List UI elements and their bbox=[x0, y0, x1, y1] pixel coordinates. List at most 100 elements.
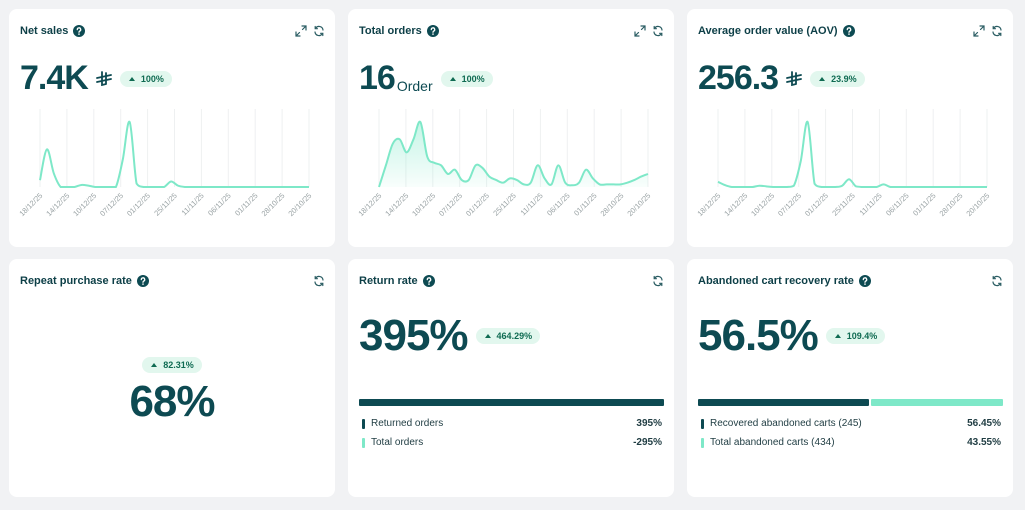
x-tick-label: 10/12/25 bbox=[71, 191, 98, 218]
change-badge: 109.4% bbox=[825, 328, 886, 344]
legend-marker bbox=[701, 437, 704, 448]
sparkline: 18/12/25 14/12/25 10/12/25 07/12/25 01/12/25… bbox=[17, 109, 313, 218]
card-actions bbox=[295, 25, 325, 37]
value-row: 395% 464.29% bbox=[359, 311, 541, 361]
x-tick-label: 07/12/25 bbox=[437, 191, 464, 218]
card-actions bbox=[973, 25, 1003, 37]
big-value: 56.5% bbox=[698, 311, 819, 360]
card-actions bbox=[991, 275, 1003, 287]
card-title: Return rate bbox=[359, 275, 435, 287]
x-tick-label: 06/11/25 bbox=[206, 191, 233, 218]
card-title: Net sales bbox=[20, 25, 86, 37]
progress-bar bbox=[698, 399, 1003, 406]
help-icon bbox=[73, 25, 86, 37]
change-value: 464.29% bbox=[496, 331, 533, 341]
change-badge: 464.29% bbox=[475, 328, 541, 344]
bar-segment bbox=[359, 399, 664, 406]
legend-label: Returned orders bbox=[371, 418, 444, 429]
up-arrow bbox=[484, 334, 491, 338]
big-value: 256.3 bbox=[698, 59, 779, 97]
up-arrow bbox=[819, 76, 826, 81]
legend-row: Total orders -295% bbox=[362, 437, 662, 448]
legend-marker bbox=[362, 437, 365, 448]
x-tick-label: 11/11/25 bbox=[858, 191, 884, 217]
help-icon bbox=[136, 275, 149, 287]
x-tick-label: 28/10/25 bbox=[938, 191, 965, 218]
refresh-button[interactable] bbox=[652, 275, 664, 287]
value-row: 7.4K 100% bbox=[20, 59, 172, 98]
x-tick-label: 01/12/25 bbox=[125, 191, 152, 218]
change-value: 109.4% bbox=[846, 331, 878, 341]
change-value: 23.9% bbox=[831, 73, 857, 84]
refresh-button[interactable] bbox=[313, 275, 325, 287]
title-text: Total orders bbox=[359, 25, 422, 37]
help-icon bbox=[842, 25, 855, 37]
refresh-button[interactable] bbox=[991, 25, 1003, 37]
x-tick-label: 01/12/25 bbox=[803, 191, 830, 218]
refresh-button[interactable] bbox=[652, 25, 664, 37]
big-value: 68% bbox=[129, 377, 215, 426]
change-badge: 100% bbox=[119, 70, 172, 87]
value-row: 256.3 23.9% bbox=[698, 59, 865, 98]
card: Return rate 395% 464.29% Returned orders 395… bbox=[348, 259, 674, 497]
card: Total orders 16 Order 100% 18/12/25 14/12/25 1… bbox=[348, 9, 674, 247]
up-arrow bbox=[449, 76, 456, 81]
card-actions bbox=[313, 275, 325, 287]
x-tick-label: 10/12/25 bbox=[410, 191, 437, 218]
x-tick-label: 01/12/25 bbox=[464, 191, 491, 218]
card-title: Average order value (AOV) bbox=[698, 25, 855, 37]
legend-marker bbox=[362, 418, 365, 429]
big-value: 7.4K bbox=[20, 59, 89, 97]
x-tick-label: 11/11/25 bbox=[519, 191, 545, 217]
expand-button[interactable] bbox=[295, 25, 307, 37]
expand-button[interactable] bbox=[973, 25, 985, 37]
change-value: 100% bbox=[140, 73, 164, 84]
legend-marker bbox=[701, 418, 704, 429]
title-text: Net sales bbox=[20, 25, 69, 37]
legend-label: Total abandoned carts (434) bbox=[710, 437, 835, 448]
title-text: Repeat purchase rate bbox=[20, 275, 132, 287]
change-value: 100% bbox=[461, 73, 485, 84]
change-badge: 23.9% bbox=[810, 70, 865, 87]
legend-label: Total orders bbox=[371, 437, 424, 448]
big-value: 395% bbox=[359, 311, 469, 360]
x-tick-label: 18/12/25 bbox=[356, 191, 383, 218]
change-value: 82.31% bbox=[163, 360, 194, 370]
x-tick-label: 20/10/25 bbox=[625, 191, 652, 218]
x-tick-label: 25/11/25 bbox=[152, 191, 179, 218]
legend-row: Returned orders 395% bbox=[362, 418, 662, 429]
x-tick-label: 06/11/25 bbox=[545, 191, 572, 218]
help-icon bbox=[858, 275, 871, 287]
x-tick-label: 01/11/25 bbox=[233, 191, 260, 218]
legend-value: 43.55% bbox=[967, 437, 1001, 448]
x-tick-label: 07/12/25 bbox=[776, 191, 803, 218]
legend-row: Recovered abandoned carts (245) 56.45% bbox=[701, 418, 1001, 429]
x-tick-label: 20/10/25 bbox=[964, 191, 991, 218]
sparkline-line bbox=[717, 120, 987, 188]
change-badge: 100% bbox=[440, 70, 493, 87]
title-text: Average order value (AOV) bbox=[698, 25, 838, 37]
x-tick-label: 14/12/25 bbox=[722, 191, 749, 218]
sparkline-area bbox=[379, 121, 648, 187]
title-text: Abandoned cart recovery rate bbox=[698, 275, 854, 287]
refresh-button[interactable] bbox=[313, 25, 325, 37]
expand-button[interactable] bbox=[634, 25, 646, 37]
x-tick-label: 25/11/25 bbox=[830, 191, 857, 218]
up-arrow bbox=[128, 76, 135, 81]
value-row: 16 Order 100% bbox=[359, 59, 493, 98]
x-tick-label: 01/11/25 bbox=[911, 191, 938, 218]
x-tick-label: 28/10/25 bbox=[260, 191, 287, 218]
sparkline-line bbox=[39, 120, 309, 188]
refresh-button[interactable] bbox=[991, 275, 1003, 287]
sparkline: 18/12/25 14/12/25 10/12/25 07/12/25 01/12/25… bbox=[695, 109, 991, 218]
card: Abandoned cart recovery rate 56.5% 109.4% R… bbox=[687, 259, 1013, 497]
bar-segment bbox=[871, 399, 1003, 406]
up-arrow bbox=[834, 334, 841, 338]
x-tick-label: 20/10/25 bbox=[286, 191, 313, 218]
x-tick-label: 10/12/25 bbox=[749, 191, 776, 218]
x-tick-label: 14/12/25 bbox=[383, 191, 410, 218]
card-actions bbox=[652, 275, 664, 287]
card-title: Total orders bbox=[359, 25, 439, 37]
legend-value: -295% bbox=[633, 437, 662, 448]
x-tick-label: 11/11/25 bbox=[180, 191, 206, 217]
